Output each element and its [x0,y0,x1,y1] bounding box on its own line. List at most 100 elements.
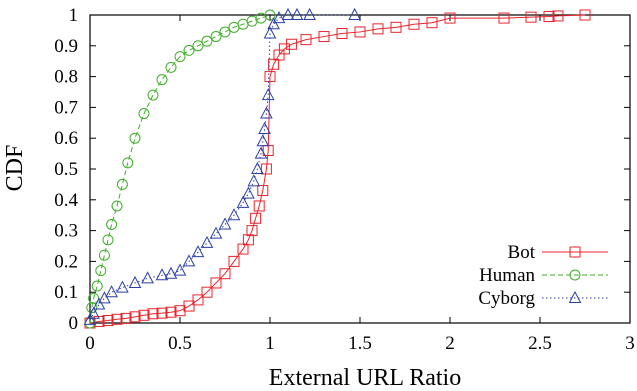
data-point-cyborg [227,208,241,221]
data-point-human [98,249,110,261]
data-point-human [106,218,118,230]
data-point-bot [246,225,258,237]
y-tick-label: 1 [69,5,79,26]
legend-label-bot: Bot [508,242,536,263]
series-line-cyborg [89,14,355,321]
data-point-human [95,265,107,277]
data-point-human [91,280,103,292]
data-point-human [122,157,134,169]
x-axis-title: External URL Ratio [269,365,461,391]
data-point-bot [390,21,402,33]
data-point-cyborg [182,254,196,267]
data-point-bot [111,313,123,325]
data-point-bot [165,306,177,318]
data-point-bot [228,255,240,267]
data-point-cyborg [263,26,277,39]
data-point-human [147,89,159,101]
y-tick-label: 0.3 [54,221,78,242]
data-point-cyborg [87,306,100,319]
data-point-human [264,9,276,21]
data-point-bot [372,23,384,35]
data-point-cyborg [92,297,106,310]
y-tick-label: 0.9 [54,36,78,57]
data-point-cyborg [218,217,232,230]
y-tick-label: 0.8 [54,67,78,88]
data-point-cyborg [173,263,187,276]
data-point-bot [192,294,204,306]
data-point-human [192,40,204,52]
data-point-cyborg [98,291,111,304]
series-line-bot [89,14,586,324]
data-point-human [116,178,128,190]
data-point-bot [408,18,420,30]
y-tick-label: 0 [69,313,79,334]
data-point-bot [286,38,298,50]
x-tick-label: 1.5 [348,333,372,354]
data-point-human [102,234,114,246]
data-point-bot [219,268,231,280]
data-point-bot [444,12,456,24]
y-axis-title: CDF [2,145,28,192]
data-point-bot [102,315,114,327]
data-point-bot [426,17,438,29]
x-tick-label: 3 [625,333,635,354]
data-point-bot [156,307,168,319]
data-point-human [165,61,177,73]
data-point-cyborg [105,285,118,298]
data-point-cyborg [254,146,268,159]
y-tick-label: 0.7 [54,97,78,118]
data-point-cyborg [128,275,142,288]
data-point-cyborg [303,7,316,20]
data-point-bot [543,11,555,23]
data-point-cyborg [155,268,169,281]
data-point-human [183,44,195,56]
y-tick-label: 0.2 [54,251,78,272]
data-point-bot [579,9,591,21]
data-point-human [138,108,150,120]
data-point-bot [138,309,150,321]
data-point-bot [260,163,272,175]
legend-marker-cyborg [568,290,582,303]
data-point-bot [147,308,159,320]
data-point-bot [336,27,348,39]
data-point-cyborg [348,7,361,20]
data-point-bot [183,300,195,312]
data-point-cyborg [116,280,129,293]
data-point-human [219,26,231,38]
data-point-cyborg [164,266,178,279]
data-point-bot [120,312,132,324]
data-point-bot [210,277,222,289]
x-tick-label: 2.5 [528,333,552,354]
plot-frame [89,14,631,324]
data-point-cyborg [236,195,250,208]
data-point-bot [129,311,141,323]
data-point-cyborg [260,106,273,119]
data-point-bot [552,10,564,22]
data-point-bot [201,286,213,298]
data-point-cyborg [256,134,270,147]
data-point-bot [264,71,276,83]
data-point-human [174,51,186,63]
data-point-cyborg [281,7,295,20]
y-tick-label: 0.1 [54,282,78,303]
data-point-human [210,31,222,43]
data-point-cyborg [141,271,154,284]
data-point-cyborg [267,17,280,30]
data-point-bot [525,11,537,23]
data-point-bot [300,34,312,46]
data-point-cyborg [247,174,261,187]
data-point-bot [242,234,254,246]
data-point-bot [253,200,265,212]
data-point-bot [498,12,510,24]
data-point-human [129,132,141,144]
data-point-cyborg [83,312,97,325]
legend-label-cyborg: Cyborg [478,288,535,309]
data-point-bot [250,212,262,224]
data-point-cyborg [191,245,205,258]
data-point-cyborg [242,186,255,199]
data-point-human [201,35,213,47]
data-point-cyborg [272,11,286,24]
y-tick-label: 0.6 [54,128,78,149]
